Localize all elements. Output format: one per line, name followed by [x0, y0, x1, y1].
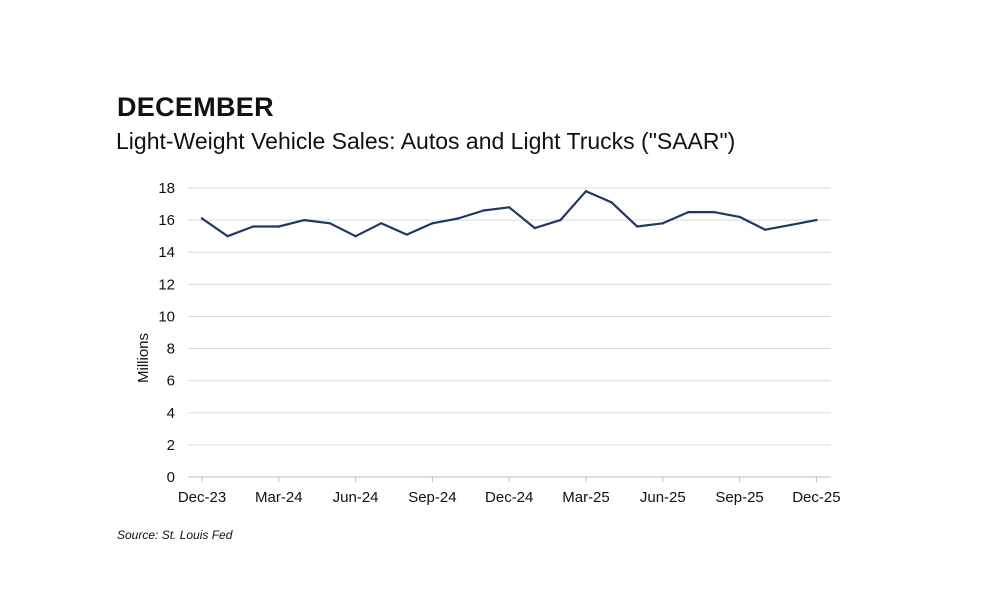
series-layer — [200, 190, 818, 238]
y-tick-label: 0 — [167, 469, 175, 486]
y-axis-ticks: 0 2 4 6 8 10 12 14 16 18 — [158, 180, 175, 486]
data-point-May-24 — [328, 222, 332, 225]
data-point-Oct-24 — [456, 217, 460, 220]
data-point-Dec-25 — [815, 218, 818, 222]
y-tick-label: 18 — [158, 180, 175, 197]
y-tick-label: 14 — [158, 244, 175, 261]
y-tick-label: 4 — [167, 405, 175, 422]
data-point-Nov-25 — [789, 223, 792, 227]
chart-heading: DECEMBER — [117, 92, 274, 122]
data-point-Aug-24 — [405, 233, 408, 236]
y-tick-label: 6 — [167, 373, 175, 390]
data-point-May-25 — [636, 225, 639, 228]
data-point-Nov-24 — [482, 209, 485, 212]
x-tick-label: Sep-25 — [715, 489, 763, 506]
data-point-Dec-24 — [508, 206, 511, 209]
y-tick-label: 16 — [158, 212, 175, 229]
source-note: Source: St. Louis Fed — [117, 528, 233, 542]
y-tick-label: 12 — [158, 276, 175, 293]
data-point-Jul-25 — [687, 210, 690, 214]
y-tick-label: 2 — [167, 437, 175, 454]
y-axis-label: Millions — [135, 333, 152, 383]
series-line — [201, 190, 817, 238]
data-point-Jun-25 — [661, 222, 664, 225]
x-tick-label: Dec-23 — [178, 489, 226, 506]
x-tick-label: Dec-25 — [792, 489, 840, 506]
data-point-Sep-24 — [431, 222, 434, 225]
x-tick-label: Jun-25 — [640, 489, 686, 506]
chart-title: Light-Weight Vehicle Sales: Autos and Li… — [116, 128, 736, 154]
data-point-Dec-23 — [200, 217, 204, 220]
data-point-Mar-24 — [277, 225, 280, 228]
data-point-Feb-24 — [252, 225, 255, 228]
gridlines — [188, 187, 831, 478]
data-point-Aug-25 — [712, 210, 716, 214]
y-tick-label: 8 — [167, 341, 175, 358]
y-tick-label: 10 — [158, 308, 175, 325]
x-tick-label: Dec-24 — [485, 489, 533, 506]
data-point-Jan-24 — [226, 234, 229, 238]
x-tick-label: Sep-24 — [408, 489, 456, 506]
data-point-Mar-25 — [584, 190, 588, 193]
data-point-Apr-25 — [610, 201, 613, 204]
x-tick-label: Jun-24 — [333, 489, 379, 506]
data-point-Jul-24 — [380, 222, 383, 225]
data-point-Oct-25 — [764, 228, 767, 231]
x-tick-label: Mar-24 — [255, 489, 303, 506]
data-point-Apr-24 — [303, 218, 306, 222]
data-point-Sep-25 — [738, 215, 741, 219]
data-point-Feb-25 — [559, 218, 562, 222]
x-tick-label: Mar-25 — [562, 489, 610, 506]
x-axis-ticks: Dec-23 Mar-24 Jun-24 Sep-24 Dec-24 Mar-25 Jun-… — [178, 477, 841, 506]
data-point-Jan-25 — [533, 226, 536, 230]
data-point-Jun-24 — [354, 234, 357, 238]
